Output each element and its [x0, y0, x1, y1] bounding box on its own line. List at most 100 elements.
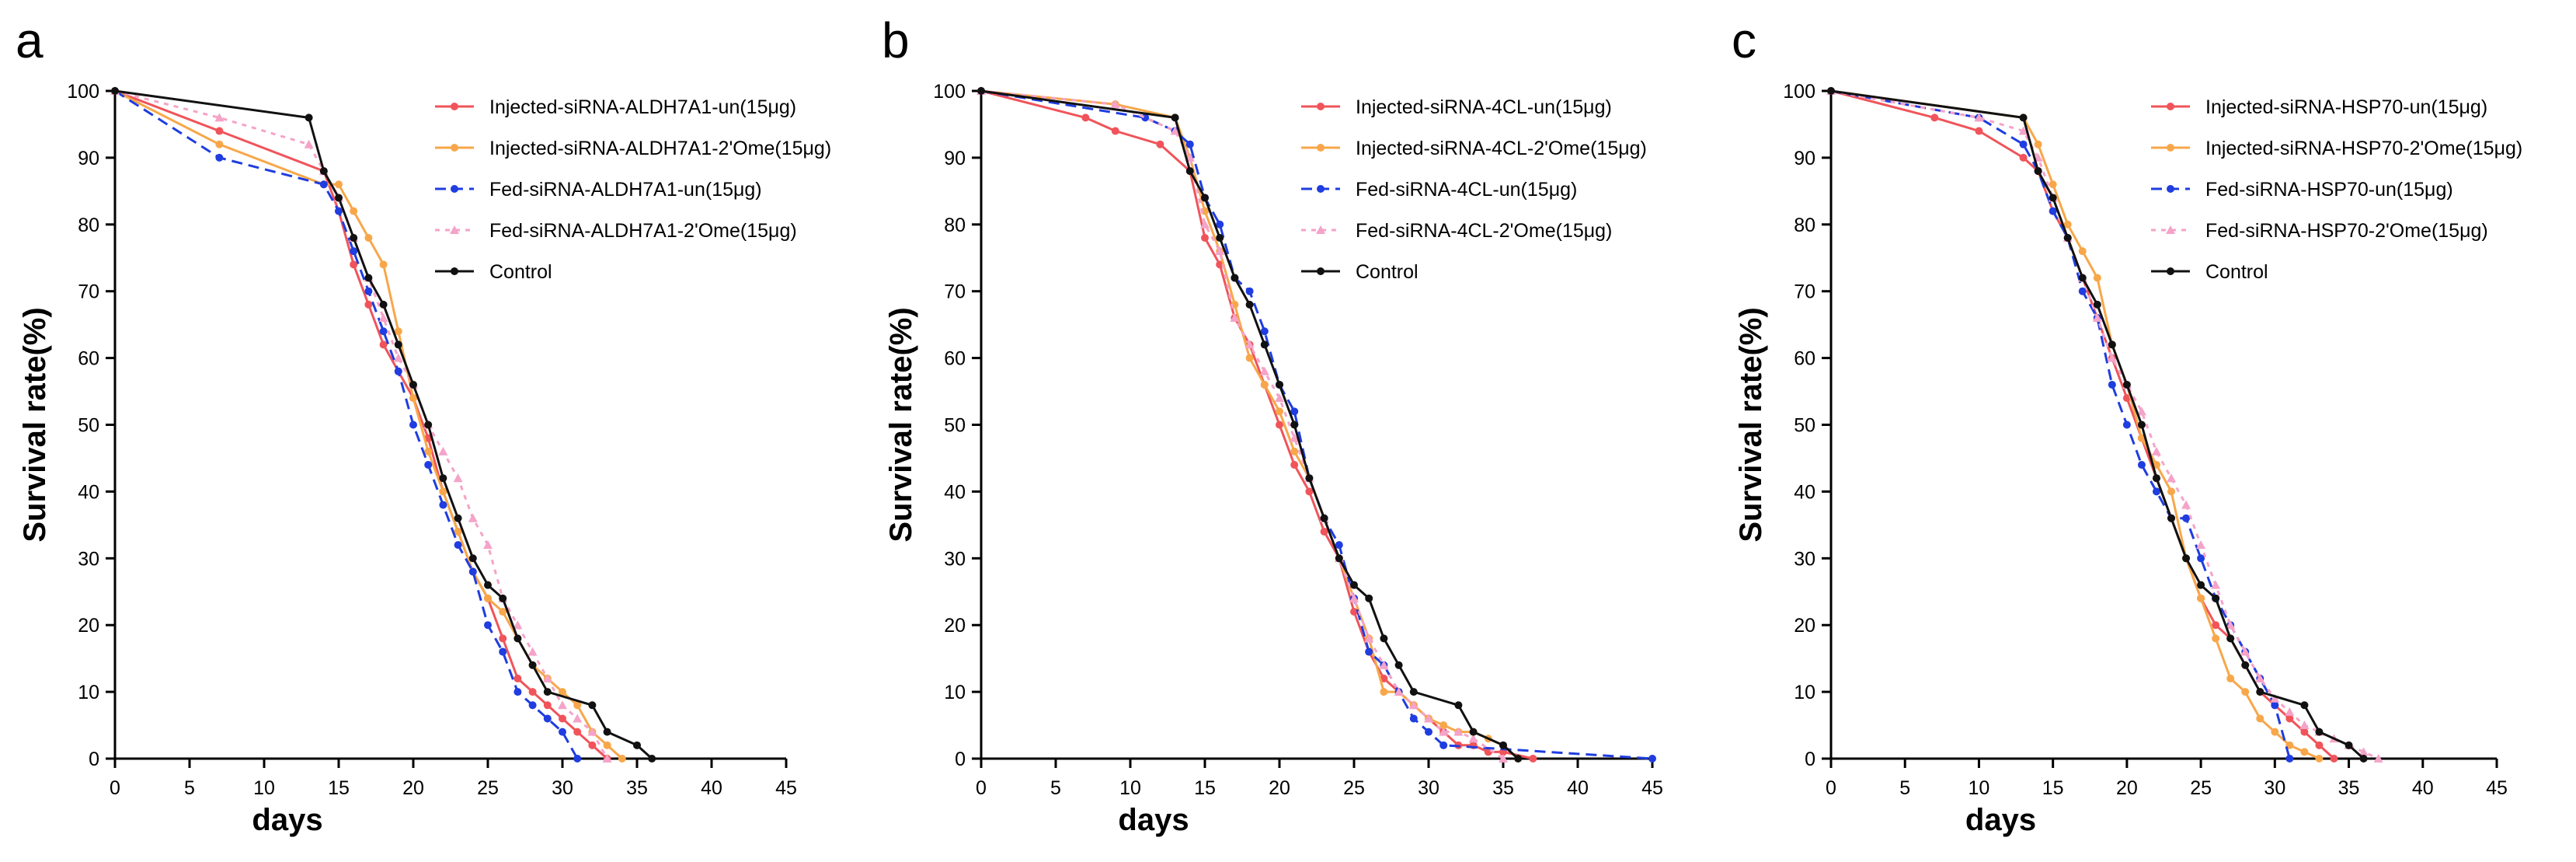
y-tick-label: 80 — [78, 215, 99, 236]
data-point — [1335, 541, 1343, 550]
y-tick-label: 90 — [944, 148, 966, 169]
series-5 — [1827, 87, 2368, 763]
data-point — [2226, 674, 2235, 682]
legend-label: Fed-siRNA-4CL-2'Ome(15μg) — [1356, 220, 1612, 242]
data-point — [1514, 755, 1523, 763]
data-point — [1216, 233, 1224, 242]
data-point — [1439, 727, 1449, 736]
series-line — [1830, 89, 2365, 760]
legend-marker — [1317, 103, 1325, 110]
data-point — [499, 634, 507, 643]
data-point — [2300, 701, 2309, 710]
data-point — [484, 621, 492, 630]
y-tick-label: 0 — [1805, 749, 1815, 770]
data-point — [513, 620, 523, 630]
x-tick-label: 0 — [110, 777, 120, 799]
data-point — [559, 688, 566, 696]
data-point — [214, 113, 225, 122]
data-point — [2300, 728, 2309, 736]
data-point — [1394, 661, 1403, 669]
x-tick-label: 35 — [2338, 777, 2360, 799]
data-point — [1290, 447, 1299, 455]
y-tick-label: 50 — [944, 415, 966, 437]
data-point — [573, 714, 583, 723]
data-point — [394, 327, 402, 336]
data-point — [468, 554, 477, 563]
data-point — [2049, 194, 2057, 202]
data-point — [1216, 260, 1224, 269]
legend-label: Control — [1356, 261, 1419, 283]
y-tick-label: 70 — [78, 281, 99, 303]
data-point — [2122, 380, 2131, 389]
x-tick-label: 15 — [1194, 777, 1216, 799]
legend-marker — [451, 185, 458, 193]
y-tick-label: 0 — [955, 749, 966, 770]
legend-label: Fed-siRNA-HSP70-2'Ome(15μg) — [2205, 220, 2488, 242]
data-point — [2196, 540, 2206, 550]
data-point — [2358, 747, 2369, 756]
y-tick-label: 60 — [1794, 348, 1815, 370]
data-point — [2167, 473, 2177, 483]
data-point — [1276, 380, 1283, 389]
y-tick-label: 40 — [78, 481, 99, 503]
data-point — [215, 153, 224, 162]
data-point — [528, 661, 537, 669]
x-tick-label: 30 — [2264, 777, 2285, 799]
y-tick-label: 30 — [78, 548, 99, 570]
x-tick-label: 0 — [1826, 777, 1836, 799]
x-tick-label: 35 — [626, 777, 648, 799]
x-tick-label: 15 — [2042, 777, 2064, 799]
y-tick-label: 10 — [944, 682, 966, 703]
data-point — [111, 87, 119, 95]
data-point — [2122, 421, 2131, 429]
data-point — [364, 300, 373, 309]
x-tick-label: 10 — [1969, 777, 1990, 799]
legend: Injected-siRNA-ALDH7A1-un(15μg) Injected-… — [435, 96, 831, 283]
legend-marker — [2167, 144, 2174, 152]
data-point — [1380, 674, 1388, 682]
data-point — [409, 421, 417, 429]
data-point — [1185, 167, 1194, 176]
x-tick-label: 30 — [552, 777, 573, 799]
y-tick-label: 40 — [944, 481, 966, 503]
data-point — [2181, 500, 2191, 509]
x-axis-title: days — [1965, 803, 2036, 837]
data-point — [2167, 514, 2176, 522]
data-point — [1974, 113, 1984, 122]
data-point — [1365, 647, 1373, 656]
data-point — [513, 688, 522, 696]
data-point — [2034, 167, 2042, 176]
legend: Injected-siRNA-4CL-un(15μg) Injected-siRN… — [1301, 96, 1647, 283]
data-point — [2136, 407, 2146, 416]
data-point — [1439, 741, 1448, 749]
data-point — [484, 581, 492, 589]
x-tick-label: 20 — [2116, 777, 2138, 799]
series-line — [114, 89, 653, 760]
data-point — [1275, 393, 1284, 403]
data-point — [2285, 755, 2294, 763]
data-point — [2212, 634, 2220, 643]
data-point — [1425, 728, 1432, 736]
data-point — [2211, 580, 2221, 589]
panel-b: b 0 5 10 15 20 25 30 35 40 45 0 10 20 30 40 50 60 70 80 90 10… — [882, 12, 1663, 837]
data-point — [588, 741, 597, 749]
data-point — [2241, 661, 2250, 669]
data-point — [409, 394, 417, 403]
data-point — [454, 527, 462, 536]
legend-label: Injected-siRNA-HSP70-2'Ome(15μg) — [2205, 138, 2522, 159]
data-point — [1529, 755, 1537, 763]
data-point — [1320, 514, 1328, 522]
data-point — [559, 714, 566, 723]
data-point — [633, 741, 641, 749]
data-point — [1290, 433, 1300, 442]
x-tick-label: 25 — [1343, 777, 1365, 799]
data-point — [1349, 593, 1359, 602]
data-point — [1424, 714, 1433, 723]
data-point — [1335, 554, 1343, 563]
x-tick-label: 5 — [1050, 777, 1061, 799]
y-tick-label: 70 — [1794, 281, 1815, 303]
series-line — [1830, 89, 2320, 760]
data-point — [215, 127, 224, 135]
y-tick-label: 30 — [944, 548, 966, 570]
x-tick-label: 40 — [2412, 777, 2434, 799]
